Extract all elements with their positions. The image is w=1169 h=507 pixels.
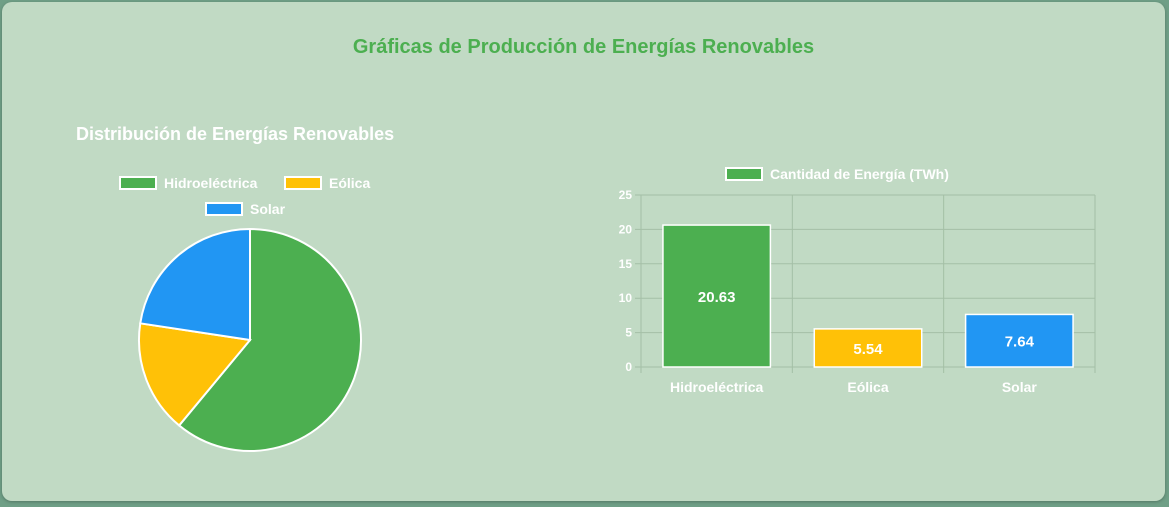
- y-tick-label: 0: [625, 360, 632, 374]
- legend-swatch-hidroelectrica: [119, 176, 157, 190]
- pie-slice-hidroelectrica[interactable]: [177, 227, 362, 452]
- legend-swatch-eolica: [284, 176, 322, 190]
- pie-chart-title: Distribución de Energías Renovables: [76, 124, 395, 144]
- pie-slice-eolica[interactable]: [138, 322, 252, 427]
- bar-legend-item[interactable]: Cantidad de Energía (TWh): [725, 166, 949, 182]
- charts-panel: Gráficas de Producción de Energías Renov…: [2, 2, 1165, 501]
- pie-legend-item-hidroelectrica[interactable]: Hidroeléctrica: [119, 175, 257, 191]
- bar-eolica[interactable]: [813, 328, 923, 368]
- pie-slice-solar[interactable]: [139, 227, 251, 342]
- x-tick-label: Solar: [1002, 379, 1038, 395]
- legend-swatch-solar: [205, 202, 243, 216]
- legend-label-solar: Solar: [250, 201, 286, 217]
- bar-legend-label: Cantidad de Energía (TWh): [770, 166, 949, 182]
- pie-legend-item-eolica[interactable]: Eólica: [284, 175, 370, 191]
- pie-legend-item-solar[interactable]: Solar: [205, 201, 285, 217]
- y-tick-label: 10: [619, 291, 633, 305]
- bar-value-label: 7.64: [1005, 334, 1035, 351]
- bar-value-label: 20.63: [698, 289, 736, 306]
- pie-chart: [138, 227, 362, 452]
- x-tick-label: Hidroeléctrica: [670, 379, 764, 395]
- bar-value-label: 5.54: [853, 341, 883, 358]
- page-title: Gráficas de Producción de Energías Renov…: [352, 36, 815, 58]
- bar-chart: 0 5 10 15 20 25 20.63 Hidroeléctrica 5.54 Eólica 7…: [619, 188, 1096, 395]
- x-tick-label: Eólica: [847, 379, 888, 395]
- y-tick-label: 25: [619, 188, 633, 202]
- y-tick-label: 20: [619, 222, 633, 236]
- bar-hidroelectrica[interactable]: [662, 224, 772, 368]
- y-tick-label: 5: [625, 326, 632, 340]
- legend-label-eolica: Eólica: [329, 175, 371, 191]
- bar-solar[interactable]: [964, 313, 1074, 368]
- legend-label-hidroelectrica: Hidroeléctrica: [164, 175, 258, 191]
- bar-legend-swatch: [725, 167, 763, 181]
- y-tick-label: 15: [619, 257, 633, 271]
